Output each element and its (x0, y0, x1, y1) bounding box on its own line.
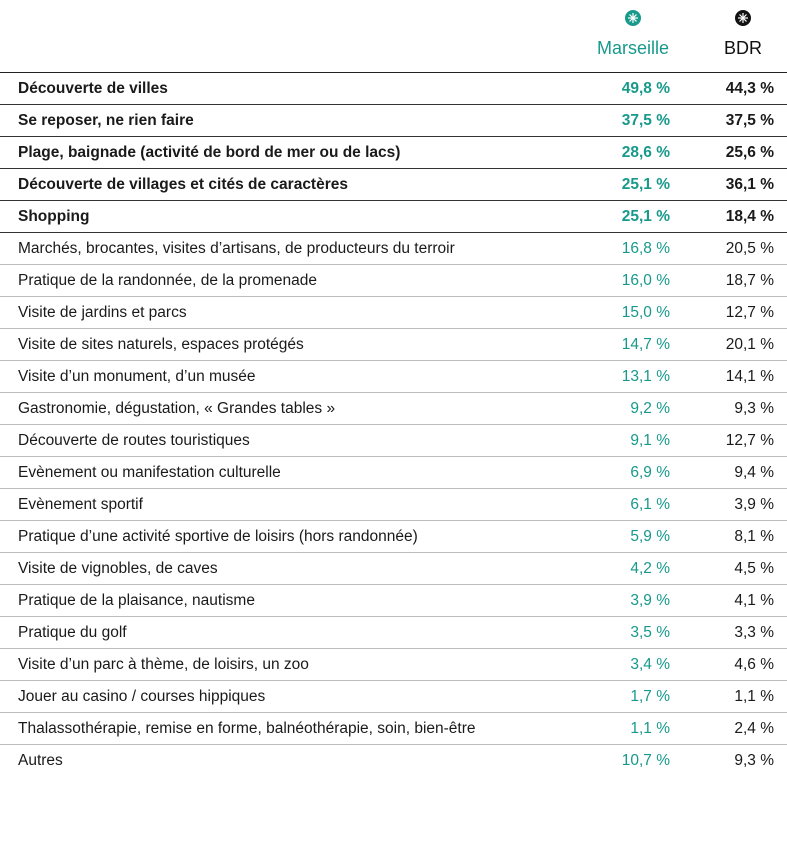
marseille-value: 4,2 % (560, 552, 674, 585)
row-label: Jouer au casino / courses hippiques (0, 680, 560, 713)
marseille-value: 1,1 % (560, 712, 674, 745)
row-label: Découverte de villes (0, 73, 560, 105)
row-label: Autres (18, 751, 63, 769)
marseille-value: 16,8 % (560, 232, 674, 265)
table-row: Plage, baignade (activité de bord de mer… (0, 136, 787, 169)
table-row: Se reposer, ne rien faire 37,5 % 37,5 % (0, 104, 787, 137)
bdr-value: 3,3 % (674, 616, 787, 649)
bdr-value: 14,1 % (674, 360, 787, 393)
row-label: Pratique de la randonnée, de la promenad… (0, 264, 560, 297)
table-row: Marchés, brocantes, visites d’artisans, … (0, 232, 787, 265)
row-label: Marchés, brocantes, visites d’artisans, … (0, 232, 560, 265)
table-row: Découverte de villages et cités de carac… (0, 168, 787, 201)
table-row: Découverte de villes 49,8 % 44,3 % (0, 73, 787, 105)
table-row: Visite de vignobles, de caves 4,2 % 4,5 % (0, 552, 787, 585)
row-label: Pratique du golf (0, 616, 560, 649)
bdr-value: 9,3 % (734, 751, 774, 769)
marseille-value: 9,2 % (560, 392, 674, 425)
row-label: Visite de sites naturels, espaces protég… (0, 328, 560, 361)
marseille-value: 37,5 % (560, 104, 674, 137)
marseille-value: 49,8 % (560, 73, 674, 105)
bdr-value: 12,7 % (674, 424, 787, 457)
marseille-value: 25,1 % (560, 200, 674, 233)
row-label: Gastronomie, dégustation, « Grandes tabl… (0, 392, 560, 425)
table-row: Shopping 25,1 % 18,4 % (0, 200, 787, 233)
bdr-value: 1,1 % (674, 680, 787, 713)
marseille-value: 14,7 % (560, 328, 674, 361)
table-row: Jouer au casino / courses hippiques 1,7 %… (0, 680, 787, 713)
bdr-value: 44,3 % (674, 73, 787, 105)
row-label: Thalassothérapie, remise en forme, balné… (0, 712, 560, 745)
marseille-value: 3,4 % (560, 648, 674, 681)
bdr-value: 9,4 % (674, 456, 787, 489)
column-header: Marseille (596, 38, 670, 58)
bdr-value: 4,1 % (674, 584, 787, 617)
marseille-value: 9,1 % (560, 424, 674, 457)
table-row: Visite de sites naturels, espaces protég… (0, 328, 787, 361)
row-label: Découverte de villages et cités de carac… (0, 168, 560, 201)
bdr-value: 12,7 % (674, 296, 787, 329)
table-row: Visite d’un parc à thème, de loisirs, un… (0, 648, 787, 681)
bdr-value: 18,4 % (674, 200, 787, 233)
marseille-value: 16,0 % (560, 264, 674, 297)
marseille-value: 6,1 % (560, 488, 674, 521)
table-row: Autres 10,7 % 9,3 % (0, 745, 787, 777)
table-row: Pratique de la randonnée, de la promenad… (0, 264, 787, 297)
marseille-value: 25,1 % (560, 168, 674, 201)
table-row: Visite de jardins et parcs 15,0 % 12,7 % (0, 296, 787, 329)
bdr-value: 25,6 % (674, 136, 787, 169)
bdr-value: 37,5 % (674, 104, 787, 137)
marseille-value: 13,1 % (560, 360, 674, 393)
table-row: Découverte de routes touristiques 9,1 % 12… (0, 424, 787, 457)
table-row: Thalassothérapie, remise en forme, balné… (0, 712, 787, 745)
marseille-value: 3,5 % (560, 616, 674, 649)
row-label: Pratique d’une activité sportive de lois… (0, 520, 560, 553)
table-header: Marseille BDR (0, 0, 787, 73)
bdr-value: 4,6 % (674, 648, 787, 681)
bdr-value: 2,4 % (674, 712, 787, 745)
row-label: Evènement ou manifestation culturelle (0, 456, 560, 489)
bdr-value: 8,1 % (674, 520, 787, 553)
bdr-value: 9,3 % (674, 392, 787, 425)
marseille-value: 15,0 % (560, 296, 674, 329)
marseille-value: 3,9 % (560, 584, 674, 617)
table-row: Pratique de la plaisance, nautisme 3,9 % 4… (0, 584, 787, 617)
row-label: Découverte de routes touristiques (0, 424, 560, 457)
table-row: Evènement sportif 6,1 % 3,9 % (0, 488, 787, 521)
table: Découverte de villes 49,8 % 44,3 % Se repos… (0, 73, 787, 776)
table-row: Pratique du golf 3,5 % 3,3 % (0, 616, 787, 649)
row-label: Pratique de la plaisance, nautisme (0, 584, 560, 617)
bdr-value: 3,9 % (674, 488, 787, 521)
bdr-value: 4,5 % (674, 552, 787, 585)
marseille-value: 6,9 % (560, 456, 674, 489)
row-label: Visite d’un monument, d’un musée (0, 360, 560, 393)
marseille-value: 1,7 % (560, 680, 674, 713)
marseille-value: 10,7 % (621, 751, 670, 769)
table-row: Pratique d’une activité sportive de lois… (0, 520, 787, 553)
row-label: Plage, baignade (activité de bord de mer… (0, 136, 560, 169)
marseille-value: 5,9 % (560, 520, 674, 553)
marseille-icon (625, 10, 641, 26)
row-label: Visite d’un parc à thème, de loisirs, un… (0, 648, 560, 681)
bdr-value: 18,7 % (674, 264, 787, 297)
bdr-value: 20,5 % (674, 232, 787, 265)
bdr-icon (735, 10, 751, 26)
marseille-value: 28,6 % (560, 136, 674, 169)
row-label: Visite de jardins et parcs (0, 296, 560, 329)
bdr-value: 20,1 % (674, 328, 787, 361)
bdr-value: 36,1 % (674, 168, 787, 201)
table-row: Evènement ou manifestation culturelle 6,9… (0, 456, 787, 489)
column-header: BDR (723, 38, 762, 58)
row-label: Shopping (0, 200, 560, 233)
row-label: Se reposer, ne rien faire (0, 104, 560, 137)
row-label: Evènement sportif (0, 488, 560, 521)
row-label: Visite de vignobles, de caves (0, 552, 560, 585)
table-row: Gastronomie, dégustation, « Grandes tabl… (0, 392, 787, 425)
table-row: Visite d’un monument, d’un musée 13,1 % 14… (0, 360, 787, 393)
